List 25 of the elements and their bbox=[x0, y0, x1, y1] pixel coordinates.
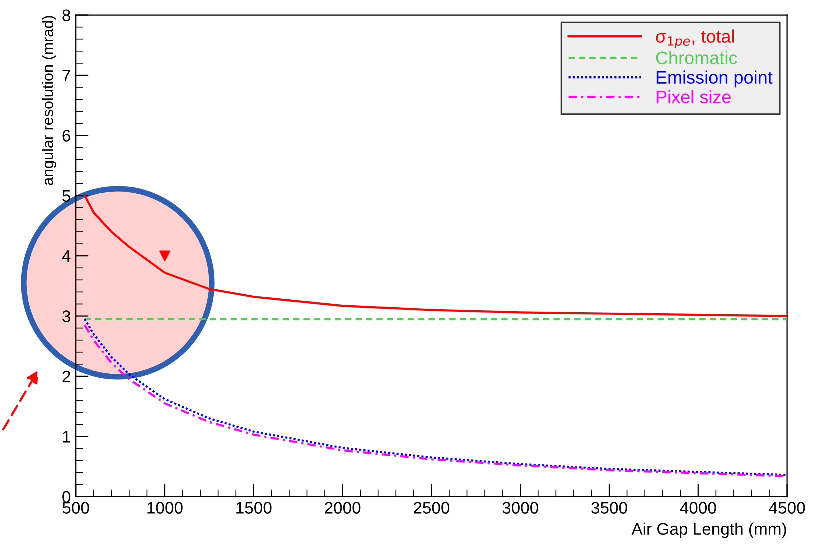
y-tick-label: 3 bbox=[62, 310, 70, 322]
y-tick-label: 5 bbox=[62, 190, 71, 202]
y-axis-title: angular resolution (mrad) bbox=[42, 16, 56, 186]
x-tick-label: 3500 bbox=[592, 502, 628, 514]
line-series bbox=[84, 194, 788, 318]
x-tick-label: 4000 bbox=[680, 502, 716, 514]
x-tick-label: 4500 bbox=[769, 502, 806, 514]
x-tick-label: 1000 bbox=[148, 502, 183, 514]
y-tick-label: 6 bbox=[62, 130, 70, 142]
y-tick-label: 2 bbox=[62, 370, 70, 383]
legend-label: Chromatic bbox=[656, 51, 738, 64]
legend-label: Pixel size bbox=[656, 90, 731, 104]
y-tick-label: 7 bbox=[62, 70, 70, 82]
x-tick-label: 3000 bbox=[502, 502, 538, 514]
x-tick-label: 2000 bbox=[325, 502, 361, 514]
y-tick-label: 8 bbox=[62, 10, 70, 22]
y-tick-label: 0 bbox=[62, 491, 71, 504]
x-tick-label: 1500 bbox=[236, 502, 272, 514]
x-tick-label: 500 bbox=[62, 502, 90, 514]
y-tick-label: 4 bbox=[62, 250, 71, 262]
x-axis-title: Air Gap Length (mm) bbox=[632, 522, 786, 538]
legend-label: σ$_{1pe}$, total bbox=[656, 30, 734, 48]
legend-label: Emission point bbox=[656, 70, 773, 88]
y-tick-label: 1 bbox=[63, 431, 70, 443]
x-tick-label: 2500 bbox=[414, 502, 450, 514]
